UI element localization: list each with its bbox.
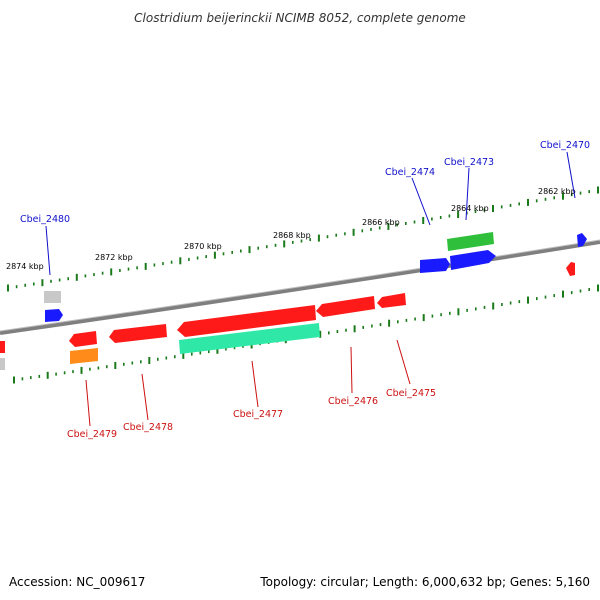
callout-line-cbei-2474 <box>411 177 431 226</box>
upper-tick-track <box>7 186 599 292</box>
backbone-highlight <box>0 239 600 332</box>
gene-label-cbei-2478[interactable]: Cbei_2478 <box>123 422 173 433</box>
callout-line-cbei-2478 <box>141 373 149 421</box>
gene-arrow-cbei-2478[interactable] <box>109 324 167 343</box>
gene-feature-teal <box>179 323 320 354</box>
gene-arrow-cbei-2477[interactable] <box>177 305 316 337</box>
gene-arrow-cbei-2479[interactable] <box>69 331 97 347</box>
gene-arrow-cbei-2470[interactable] <box>577 233 587 247</box>
genome-backbone <box>0 240 600 335</box>
callout-line-cbei-2479 <box>85 379 91 427</box>
tick-labels: 2874 kbp 2872 kbp 2870 kbp 2868 kbp 2866… <box>6 187 576 271</box>
gene-feature-orange <box>70 348 98 364</box>
gene-feature-green <box>447 232 494 251</box>
gene-arrow-cbei-2476[interactable] <box>316 296 375 317</box>
accession-text: Accession: NC_009617 <box>9 575 145 589</box>
gene-arrow-cbei-2480[interactable] <box>45 309 63 322</box>
gene-label-cbei-2475[interactable]: Cbei_2475 <box>386 388 436 399</box>
gene-feature-grey <box>44 291 61 303</box>
tick-label-2866: 2866 kbp <box>362 218 400 227</box>
callout-lines <box>45 151 576 427</box>
tick-label-2864: 2864 kbp <box>451 204 489 213</box>
callout-line-cbei-2473 <box>465 167 470 221</box>
gene-arrow-small-red[interactable] <box>566 262 575 276</box>
gene-arrow-edge-red[interactable] <box>0 341 5 353</box>
gene-label-cbei-2474[interactable]: Cbei_2474 <box>385 167 435 178</box>
callout-line-cbei-2476 <box>350 346 353 394</box>
plus-strand-genes <box>44 232 587 322</box>
gene-label-cbei-2473[interactable]: Cbei_2473 <box>444 157 494 168</box>
gene-arrow-cbei-2475[interactable] <box>377 293 406 308</box>
gene-label-cbei-2470[interactable]: Cbei_2470 <box>540 140 590 151</box>
topology-text: Topology: circular; Length: 6,000,632 bp… <box>259 575 590 589</box>
callout-line-cbei-2477 <box>251 360 259 408</box>
tick-label-2874: 2874 kbp <box>6 262 44 271</box>
gene-label-cbei-2479[interactable]: Cbei_2479 <box>67 429 117 440</box>
gene-arrow-cbei-2474[interactable] <box>420 258 450 273</box>
callout-line-cbei-2475 <box>396 339 411 385</box>
tick-label-2872: 2872 kbp <box>95 253 133 262</box>
gene-label-cbei-2476[interactable]: Cbei_2476 <box>328 396 378 407</box>
map-title: Clostridium beijerinckii NCIMB 8052, com… <box>134 11 466 25</box>
callout-line-cbei-2470 <box>566 151 576 199</box>
gene-label-cbei-2480[interactable]: Cbei_2480 <box>20 214 70 225</box>
tick-label-2868: 2868 kbp <box>273 231 311 240</box>
callout-line-cbei-2480 <box>45 225 51 276</box>
gene-labels: Cbei_2470 Cbei_2473 Cbei_2474 Cbei_2480 … <box>20 140 590 440</box>
tick-label-2862: 2862 kbp <box>538 187 576 196</box>
tick-label-2870: 2870 kbp <box>184 242 222 251</box>
gene-arrow-cbei-2473[interactable] <box>450 250 496 270</box>
gene-feature-edge-grey <box>0 358 5 370</box>
minus-strand-genes <box>0 293 406 370</box>
gene-label-cbei-2477[interactable]: Cbei_2477 <box>233 409 283 420</box>
